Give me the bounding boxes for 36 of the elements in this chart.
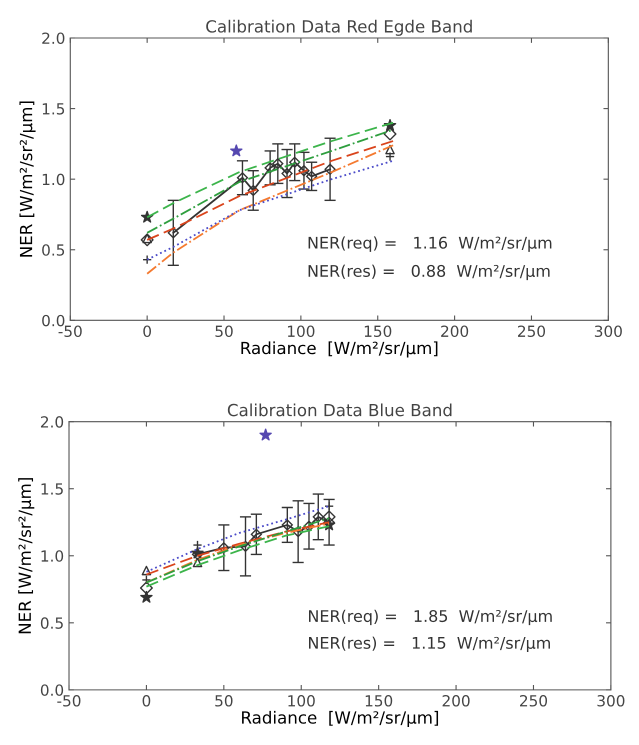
y-axis-title: NER [W/m²/sr²/µm] [18, 478, 34, 634]
y-axis-title: NER [W/m²/sr²/µm] [19, 102, 36, 257]
x-tick-label: 200 [442, 695, 470, 707]
x-tick-label: 0 [143, 325, 151, 338]
x-tick-label: 150 [364, 325, 392, 338]
x-tick-label: 0 [142, 695, 150, 707]
x-tick-label: -50 [57, 695, 80, 707]
x-axis-title: Radiance [W/m²/sr/µm] [242, 710, 438, 728]
y-tick-label: 0.0 [40, 684, 64, 696]
x-tick-label: 100 [288, 325, 314, 338]
y-tick-label: 1.5 [42, 103, 64, 115]
x-tick-label: -50 [58, 325, 82, 338]
y-tick-label: 0.5 [40, 617, 63, 629]
y-tick-label: 1.0 [42, 550, 64, 562]
x-tick-label: 300 [594, 325, 622, 338]
x-tick-label: 250 [518, 325, 546, 338]
chart-title: Calibration Data Blue Band [228, 403, 452, 416]
annotation: NER(req) = 1.85 W/m²/sr/µm [309, 610, 552, 626]
x-tick-label: 50 [215, 325, 233, 338]
annotation: NER(req) = 1.16 W/m²/sr/µm [308, 236, 552, 252]
y-tick-label: 1.0 [42, 174, 64, 186]
chart-title: Calibration Data Red Egde Band [206, 20, 472, 36]
y-tick-label: 2.0 [42, 32, 64, 44]
annotation: NER(res) = 0.88 W/m²/sr/µm [308, 264, 550, 280]
x-tick-label: 200 [441, 325, 468, 338]
y-tick-label: 1.5 [42, 483, 63, 495]
y-tick-label: 2.0 [40, 416, 64, 428]
x-tick-label: 100 [288, 695, 315, 707]
y-tick-label: 0.5 [42, 244, 64, 256]
x-tick-label: 150 [366, 695, 392, 707]
x-axis-title: Radiance [W/m²/sr/µm] [241, 341, 438, 358]
annotation: NER(res) = 1.15 W/m²/sr/µm [309, 636, 550, 652]
y-tick-label: 0.0 [42, 314, 64, 326]
x-tick-label: 300 [597, 695, 624, 707]
x-tick-label: 250 [520, 695, 548, 707]
x-tick-label: 50 [215, 695, 233, 707]
